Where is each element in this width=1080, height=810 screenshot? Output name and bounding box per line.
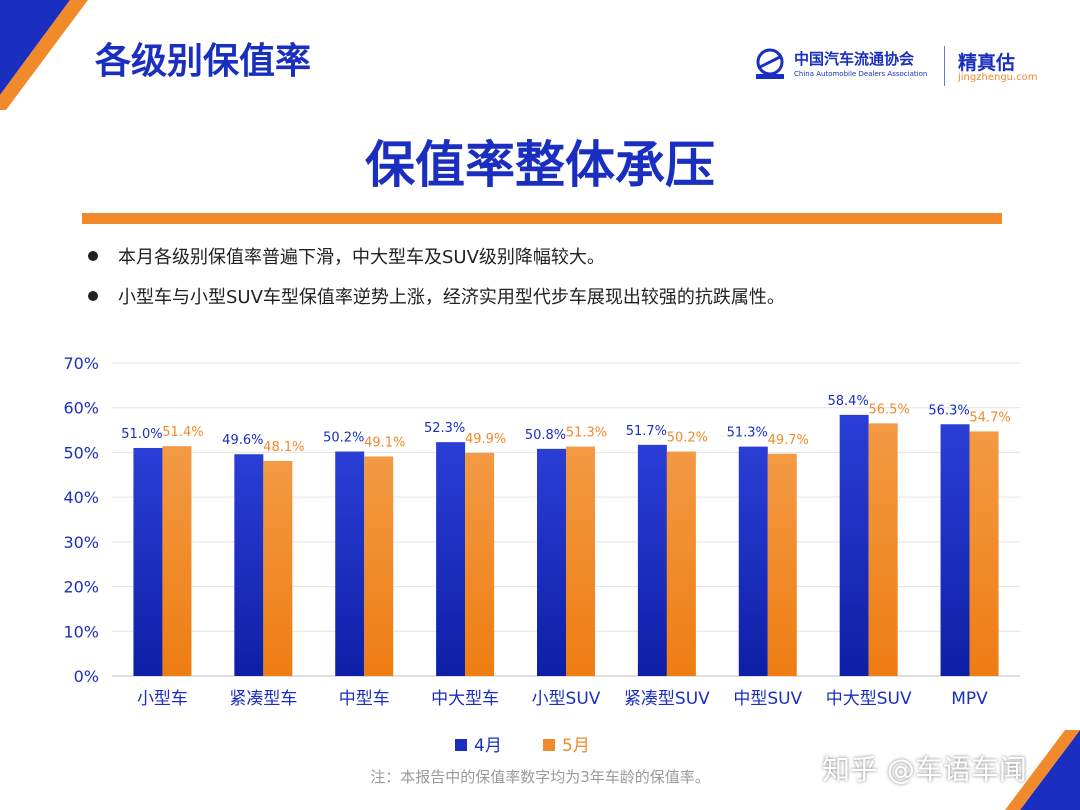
x-tick-label: MPV: [951, 689, 988, 709]
brand-name: 精真估: [958, 52, 1016, 74]
data-label-may: 51.3%: [566, 426, 607, 441]
legend-label-may: 5月: [562, 736, 590, 756]
org-name-cn: 中国汽车流通协会: [794, 50, 915, 68]
bullet-dot: [88, 291, 98, 301]
data-label-april: 58.4%: [828, 394, 869, 409]
data-label-april: 50.2%: [323, 431, 364, 446]
bar-april: [940, 424, 970, 676]
corner-decoration-bottom-right: [1005, 730, 1080, 810]
data-label-may: 56.5%: [869, 402, 910, 417]
data-label-april: 49.6%: [222, 433, 263, 448]
data-label-april: 51.3%: [727, 426, 768, 441]
corner-decoration-top-left: [0, 0, 88, 110]
data-label-april: 50.8%: [525, 428, 566, 443]
data-label-april: 51.7%: [626, 424, 667, 439]
x-tick-label: 小型车: [137, 689, 188, 709]
data-label-may: 48.1%: [263, 440, 304, 455]
y-tick-label: 70%: [63, 354, 99, 373]
bar-may: [364, 456, 394, 676]
legend-swatch-may: [543, 739, 555, 751]
data-label-april: 51.0%: [121, 427, 162, 442]
y-tick-label: 50%: [63, 443, 99, 462]
y-tick-label: 30%: [63, 533, 99, 552]
x-tick-label: 中大型车: [431, 689, 499, 709]
y-tick-label: 40%: [63, 488, 99, 507]
legend-swatch-april: [455, 739, 467, 751]
brand-url: jingzhengu.com: [958, 72, 1038, 83]
bullet-item: 小型车与小型SUV车型保值率逆势上涨，经济实用型代步车展现出较强的抗跌属性。: [88, 283, 785, 309]
data-label-may: 49.1%: [364, 435, 405, 450]
orange-divider: [82, 213, 1002, 224]
bar-april: [637, 444, 667, 676]
headline: 保值率整体承压: [365, 136, 715, 194]
bullet-text: 小型车与小型SUV车型保值率逆势上涨，经济实用型代步车展现出较强的抗跌属性。: [118, 287, 785, 308]
data-label-may: 49.7%: [768, 433, 809, 448]
bar-april: [537, 448, 566, 676]
x-tick-label: 小型SUV: [532, 689, 601, 709]
y-tick-label: 10%: [63, 622, 99, 641]
data-label-may: 51.4%: [162, 425, 203, 440]
bar-april: [738, 446, 768, 676]
bar-april: [436, 442, 466, 676]
y-tick-label: 0%: [74, 667, 99, 686]
data-label-may: 50.2%: [667, 431, 708, 446]
bar-april: [335, 451, 365, 676]
x-tick-label: 中型SUV: [733, 689, 802, 709]
x-tick-label: 中大型SUV: [826, 689, 912, 709]
bar-may: [767, 453, 797, 676]
bar-may: [566, 446, 595, 676]
bar-may: [162, 446, 192, 676]
data-label-may: 49.9%: [465, 432, 506, 447]
data-label-may: 54.7%: [969, 410, 1010, 425]
bar-april: [133, 447, 163, 676]
cada-logo-icon: [756, 48, 784, 79]
org-name-en: China Automobile Dealers Association: [794, 70, 928, 78]
bar-may: [666, 451, 696, 676]
bullet-text: 本月各级别保值率普遍下滑，中大型车及SUV级别降幅较大。: [118, 247, 605, 268]
logo-divider: [944, 46, 945, 86]
bar-may: [868, 423, 898, 676]
bar-may: [465, 452, 495, 676]
association-logo: 中国汽车流通协会 China Automobile Dealers Associ…: [752, 44, 1042, 92]
bar-may: [263, 460, 293, 676]
footnote: 注：本报告中的保值率数字均为3年车龄的保值率。: [370, 768, 710, 786]
data-label-april: 56.3%: [928, 403, 969, 418]
x-tick-label: 紧凑型SUV: [624, 689, 710, 709]
bar-may: [969, 431, 999, 676]
y-tick-label: 60%: [63, 399, 99, 418]
source-watermark: 知乎 @车语车闻: [822, 753, 1027, 786]
legend-label-april: 4月: [474, 736, 502, 756]
page-title: 各级别保值率: [95, 41, 312, 82]
y-tick-label: 20%: [63, 578, 99, 597]
bullet-dot: [88, 251, 98, 261]
bar-april: [839, 414, 869, 676]
bar-april: [234, 454, 264, 676]
x-tick-label: 中型车: [339, 689, 390, 709]
bullet-item: 本月各级别保值率普遍下滑，中大型车及SUV级别降幅较大。: [88, 243, 605, 269]
x-tick-label: 紧凑型车: [229, 689, 297, 709]
data-label-april: 52.3%: [424, 421, 465, 436]
